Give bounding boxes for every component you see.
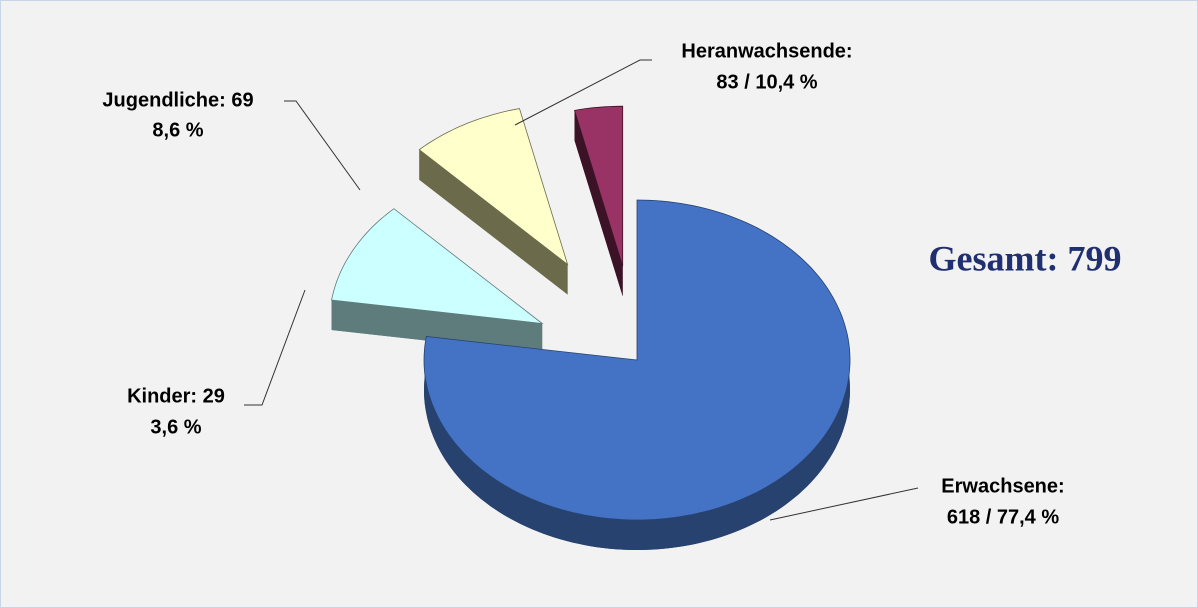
slice-wall <box>419 149 568 295</box>
slice <box>418 108 569 266</box>
data-label: Jugendliche: 69 <box>102 89 253 111</box>
slice-wall <box>331 300 543 354</box>
data-label: 618 / 77,4 % <box>947 506 1060 528</box>
slice <box>331 208 544 325</box>
slice <box>423 199 851 521</box>
data-label: 83 / 10,4 % <box>716 71 817 93</box>
data-label: Heranwachsende: <box>681 40 852 62</box>
leader-line <box>284 100 361 191</box>
slice <box>573 105 624 267</box>
data-label: 3,6 % <box>150 416 201 438</box>
leader-line <box>244 289 306 406</box>
data-label: Kinder: 29 <box>127 385 225 407</box>
data-label: 8,6 % <box>152 119 203 141</box>
data-label: Erwachsene: <box>941 475 1064 497</box>
slice-wall <box>574 110 623 297</box>
leader-line <box>514 59 652 126</box>
leader-line <box>769 487 919 521</box>
annotation: Gesamt: 799 <box>929 238 1122 278</box>
